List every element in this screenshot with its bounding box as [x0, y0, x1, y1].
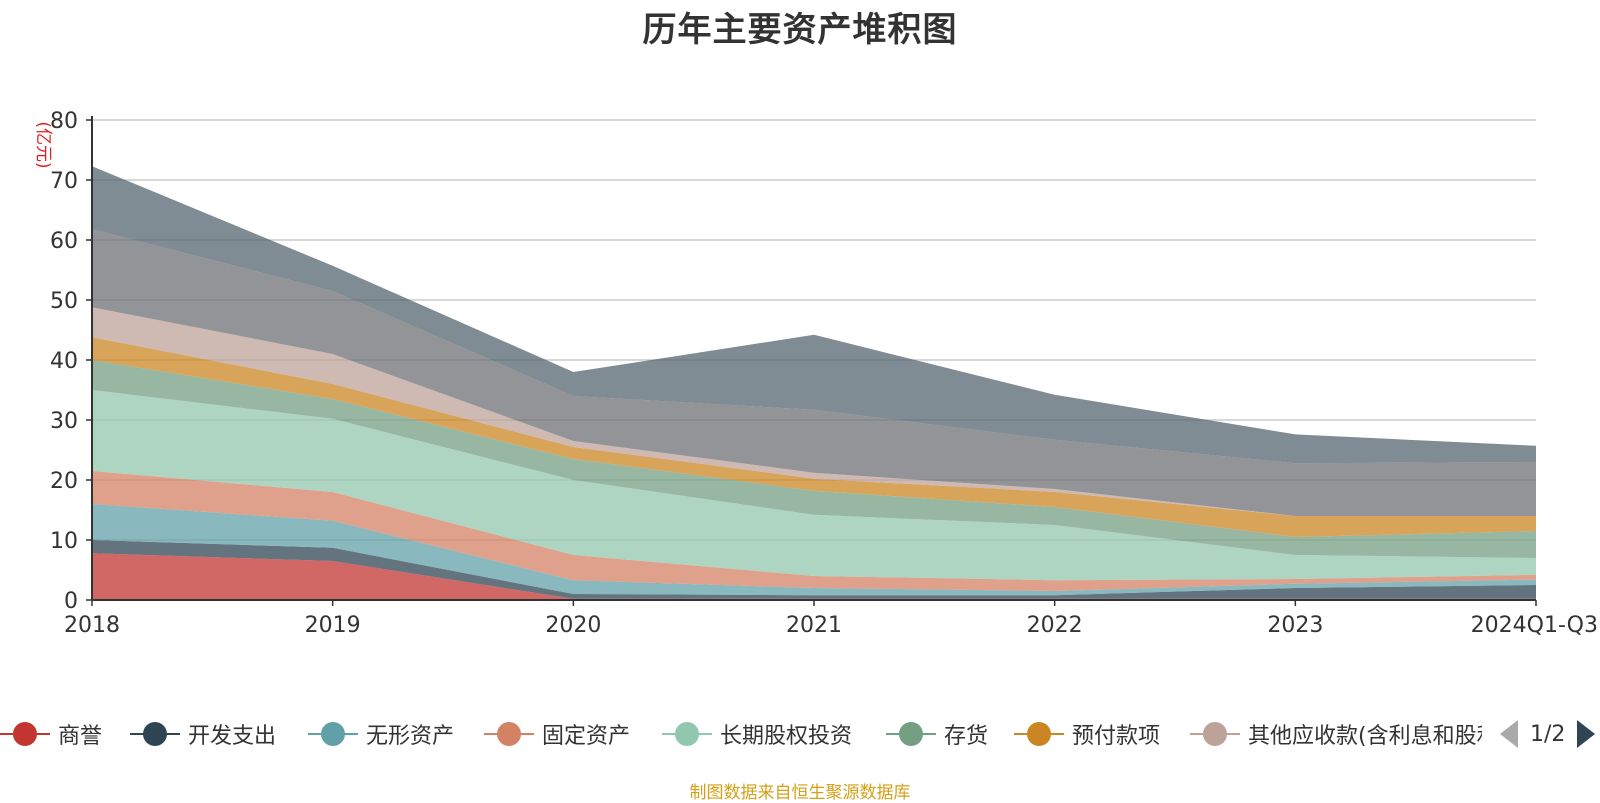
- y-tick-label: 20: [50, 469, 78, 494]
- area-series: [92, 166, 1536, 600]
- x-tick-label: 2020: [545, 613, 601, 638]
- legend-label: 其他应收款(含利息和股利): [1248, 724, 1482, 749]
- y-tick-label: 80: [50, 109, 78, 134]
- area-series-10[interactable]: [92, 166, 1536, 464]
- x-tick-label: 2019: [305, 613, 361, 638]
- y-tick-label: 40: [50, 349, 78, 374]
- legend-label: 长期股权投资: [720, 724, 853, 749]
- y-tick-label: 30: [50, 409, 78, 434]
- legend-item[interactable]: 其他应收款(含利息和股利): [1190, 716, 1482, 752]
- legend-marker-icon: [1014, 716, 1064, 752]
- legend-marker-icon: [308, 716, 358, 752]
- legend-marker-icon: [886, 716, 936, 752]
- area-series-7[interactable]: [92, 337, 1536, 537]
- y-tick-label: 0: [64, 589, 78, 614]
- legend-label: 开发支出: [188, 724, 277, 749]
- legend-label: 存货: [944, 724, 989, 749]
- x-tick-label: 2023: [1267, 613, 1323, 638]
- source-note: 制图数据来自恒生聚源数据库: [689, 783, 911, 803]
- area-series-4[interactable]: [92, 471, 1536, 591]
- y-tick-label: 70: [50, 169, 78, 194]
- area-series-6[interactable]: [92, 360, 1536, 558]
- legend-item[interactable]: 开发支出: [130, 716, 276, 752]
- x-tick-label: 2022: [1027, 613, 1083, 638]
- legend-item[interactable]: 存货: [886, 716, 988, 752]
- legend-marker-icon: [130, 716, 180, 752]
- legend-marker-icon: [662, 716, 712, 752]
- chart-title: 历年主要资产堆积图: [642, 10, 958, 50]
- legend-page-indicator: 1/2: [1530, 721, 1566, 747]
- legend-marker-icon: [0, 716, 50, 752]
- area-series-3[interactable]: [92, 504, 1536, 596]
- y-tick-label: 10: [50, 529, 78, 554]
- area-series-5[interactable]: [92, 390, 1536, 581]
- legend-item[interactable]: 商誉: [0, 716, 102, 752]
- legend-label: 商誉: [58, 724, 103, 749]
- legend-next-icon[interactable]: [1577, 720, 1596, 748]
- axes: 0 10 20 30 40 50 60 70 80 2018 2019 2020 2021 2022 202…: [50, 109, 1598, 638]
- legend-marker-icon: [1190, 716, 1240, 752]
- legend-marker-icon: [484, 716, 534, 752]
- area-series-2[interactable]: [92, 540, 1536, 599]
- area-series-1[interactable]: [92, 553, 1536, 600]
- legend-items: 商誉 开发支出 无形资产 固定资产 长期股权投资 存货 预付款项 其他应收款(含利息和股利): [0, 716, 1482, 752]
- legend-item[interactable]: 无形资产: [308, 716, 454, 752]
- legend-item[interactable]: 预付款项: [1014, 716, 1160, 752]
- y-tick-label: 50: [50, 289, 78, 314]
- legend-label: 固定资产: [542, 724, 631, 749]
- legend-item[interactable]: 固定资产: [484, 716, 630, 752]
- legend-label: 无形资产: [366, 724, 455, 749]
- legend-prev-icon[interactable]: [1500, 720, 1518, 748]
- legend: 商誉 开发支出 无形资产 固定资产 长期股权投资 存货 预付款项 其他应收款(含利息和股利): [0, 716, 1600, 752]
- x-tick-label: 2021: [786, 613, 842, 638]
- y-axis-unit-label: (亿元): [33, 121, 53, 168]
- legend-label: 预付款项: [1072, 724, 1161, 749]
- legend-pager: 1/2: [1500, 716, 1596, 752]
- y-tick-label: 60: [50, 229, 78, 254]
- legend-item[interactable]: 长期股权投资: [662, 716, 852, 752]
- x-tick-label: 2018: [64, 613, 120, 638]
- area-series-8[interactable]: [92, 307, 1536, 516]
- x-tick-label: 2024Q1-Q3: [1471, 613, 1598, 638]
- area-series-9[interactable]: [92, 229, 1536, 516]
- chart-plot: 0 10 20 30 40 50 60 70 80 2018 2019 2020 2021 2022 202…: [33, 109, 1598, 638]
